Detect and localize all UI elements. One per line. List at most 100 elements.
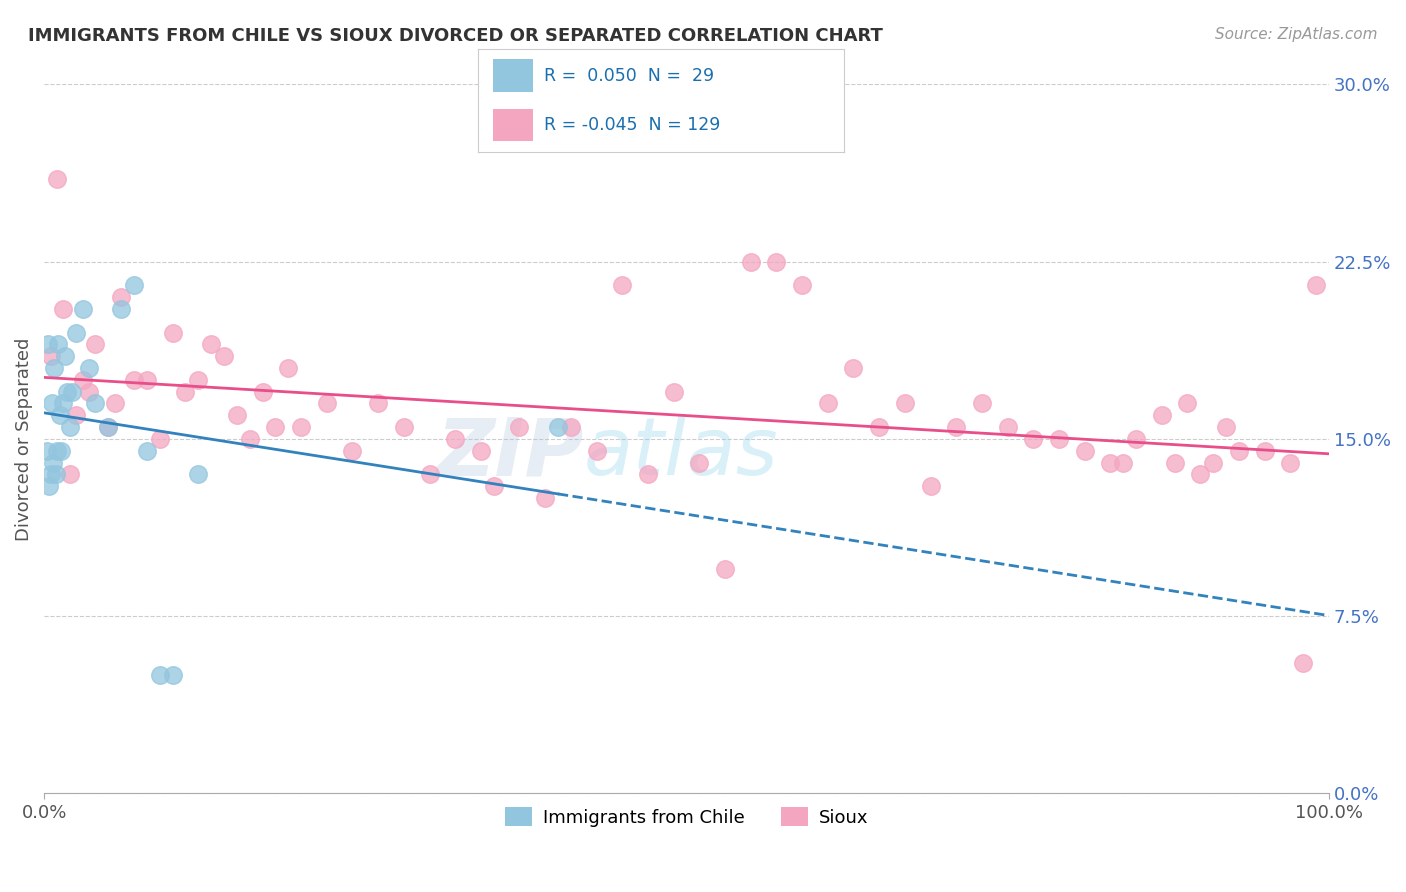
Point bbox=[662, 384, 685, 399]
Point bbox=[38, 479, 60, 493]
Point bbox=[135, 443, 157, 458]
Point bbox=[418, 467, 440, 482]
Point bbox=[60, 384, 83, 399]
Point bbox=[1202, 456, 1225, 470]
Point bbox=[39, 467, 62, 482]
Point bbox=[52, 396, 75, 410]
Point bbox=[97, 420, 120, 434]
Text: Source: ZipAtlas.com: Source: ZipAtlas.com bbox=[1215, 27, 1378, 42]
Point bbox=[200, 337, 222, 351]
FancyBboxPatch shape bbox=[492, 60, 533, 92]
Point bbox=[842, 361, 865, 376]
Point bbox=[1305, 278, 1327, 293]
Point bbox=[37, 337, 59, 351]
Point bbox=[637, 467, 659, 482]
Point bbox=[290, 420, 312, 434]
Point bbox=[48, 409, 70, 423]
Point bbox=[1125, 432, 1147, 446]
Point bbox=[534, 491, 557, 505]
Point bbox=[72, 373, 94, 387]
Point bbox=[1292, 657, 1315, 671]
Point bbox=[46, 172, 69, 186]
FancyBboxPatch shape bbox=[492, 109, 533, 141]
Point bbox=[482, 479, 505, 493]
Point bbox=[162, 326, 184, 340]
Point bbox=[45, 467, 67, 482]
Point bbox=[122, 278, 145, 293]
Point bbox=[252, 384, 274, 399]
Point bbox=[277, 361, 299, 376]
Point bbox=[392, 420, 415, 434]
Point bbox=[894, 396, 917, 410]
Point bbox=[508, 420, 530, 434]
Point bbox=[585, 443, 607, 458]
Point bbox=[77, 361, 100, 376]
Point bbox=[342, 443, 364, 458]
Point bbox=[1047, 432, 1070, 446]
Y-axis label: Divorced or Separated: Divorced or Separated bbox=[15, 337, 32, 541]
Text: ZIP: ZIP bbox=[436, 414, 583, 492]
Point bbox=[1227, 443, 1250, 458]
Point bbox=[1189, 467, 1212, 482]
Point bbox=[44, 361, 66, 376]
Point bbox=[104, 396, 127, 410]
Point bbox=[49, 443, 72, 458]
Point bbox=[612, 278, 634, 293]
Point bbox=[46, 443, 69, 458]
Point bbox=[740, 254, 762, 268]
Point bbox=[110, 290, 132, 304]
Point bbox=[1150, 409, 1173, 423]
Text: IMMIGRANTS FROM CHILE VS SIOUX DIVORCED OR SEPARATED CORRELATION CHART: IMMIGRANTS FROM CHILE VS SIOUX DIVORCED … bbox=[28, 27, 883, 45]
Text: R =  0.050  N =  29: R = 0.050 N = 29 bbox=[544, 67, 714, 85]
Point bbox=[239, 432, 262, 446]
Point bbox=[560, 420, 582, 434]
Point bbox=[315, 396, 337, 410]
Point bbox=[53, 349, 76, 363]
Point bbox=[264, 420, 287, 434]
Point bbox=[945, 420, 967, 434]
Point bbox=[790, 278, 813, 293]
Point bbox=[970, 396, 993, 410]
Point bbox=[470, 443, 492, 458]
Point bbox=[41, 396, 63, 410]
Text: atlas: atlas bbox=[583, 414, 779, 492]
Point bbox=[547, 420, 569, 434]
Point bbox=[920, 479, 942, 493]
Point bbox=[46, 337, 69, 351]
Text: R = -0.045  N = 129: R = -0.045 N = 129 bbox=[544, 116, 720, 134]
Point bbox=[65, 409, 87, 423]
Point bbox=[59, 420, 82, 434]
Point bbox=[997, 420, 1019, 434]
Point bbox=[714, 562, 737, 576]
Point bbox=[149, 668, 172, 682]
Point bbox=[1163, 456, 1185, 470]
Point bbox=[72, 301, 94, 316]
Point bbox=[174, 384, 197, 399]
Point bbox=[56, 384, 79, 399]
Point bbox=[225, 409, 247, 423]
Point bbox=[187, 467, 209, 482]
Point bbox=[688, 456, 710, 470]
Point bbox=[444, 432, 467, 446]
Point bbox=[110, 301, 132, 316]
Point bbox=[1253, 443, 1275, 458]
Point bbox=[162, 668, 184, 682]
Point bbox=[84, 396, 107, 410]
Point bbox=[1022, 432, 1045, 446]
Point bbox=[149, 432, 172, 446]
Point bbox=[84, 337, 107, 351]
Point bbox=[187, 373, 209, 387]
Point bbox=[35, 443, 58, 458]
Point bbox=[1177, 396, 1199, 410]
Point bbox=[135, 373, 157, 387]
Point bbox=[59, 467, 82, 482]
Point bbox=[39, 349, 62, 363]
Point bbox=[97, 420, 120, 434]
Point bbox=[1215, 420, 1237, 434]
Point bbox=[1112, 456, 1135, 470]
Point bbox=[212, 349, 235, 363]
Point bbox=[1279, 456, 1302, 470]
Point bbox=[42, 456, 65, 470]
Point bbox=[817, 396, 839, 410]
Point bbox=[367, 396, 389, 410]
